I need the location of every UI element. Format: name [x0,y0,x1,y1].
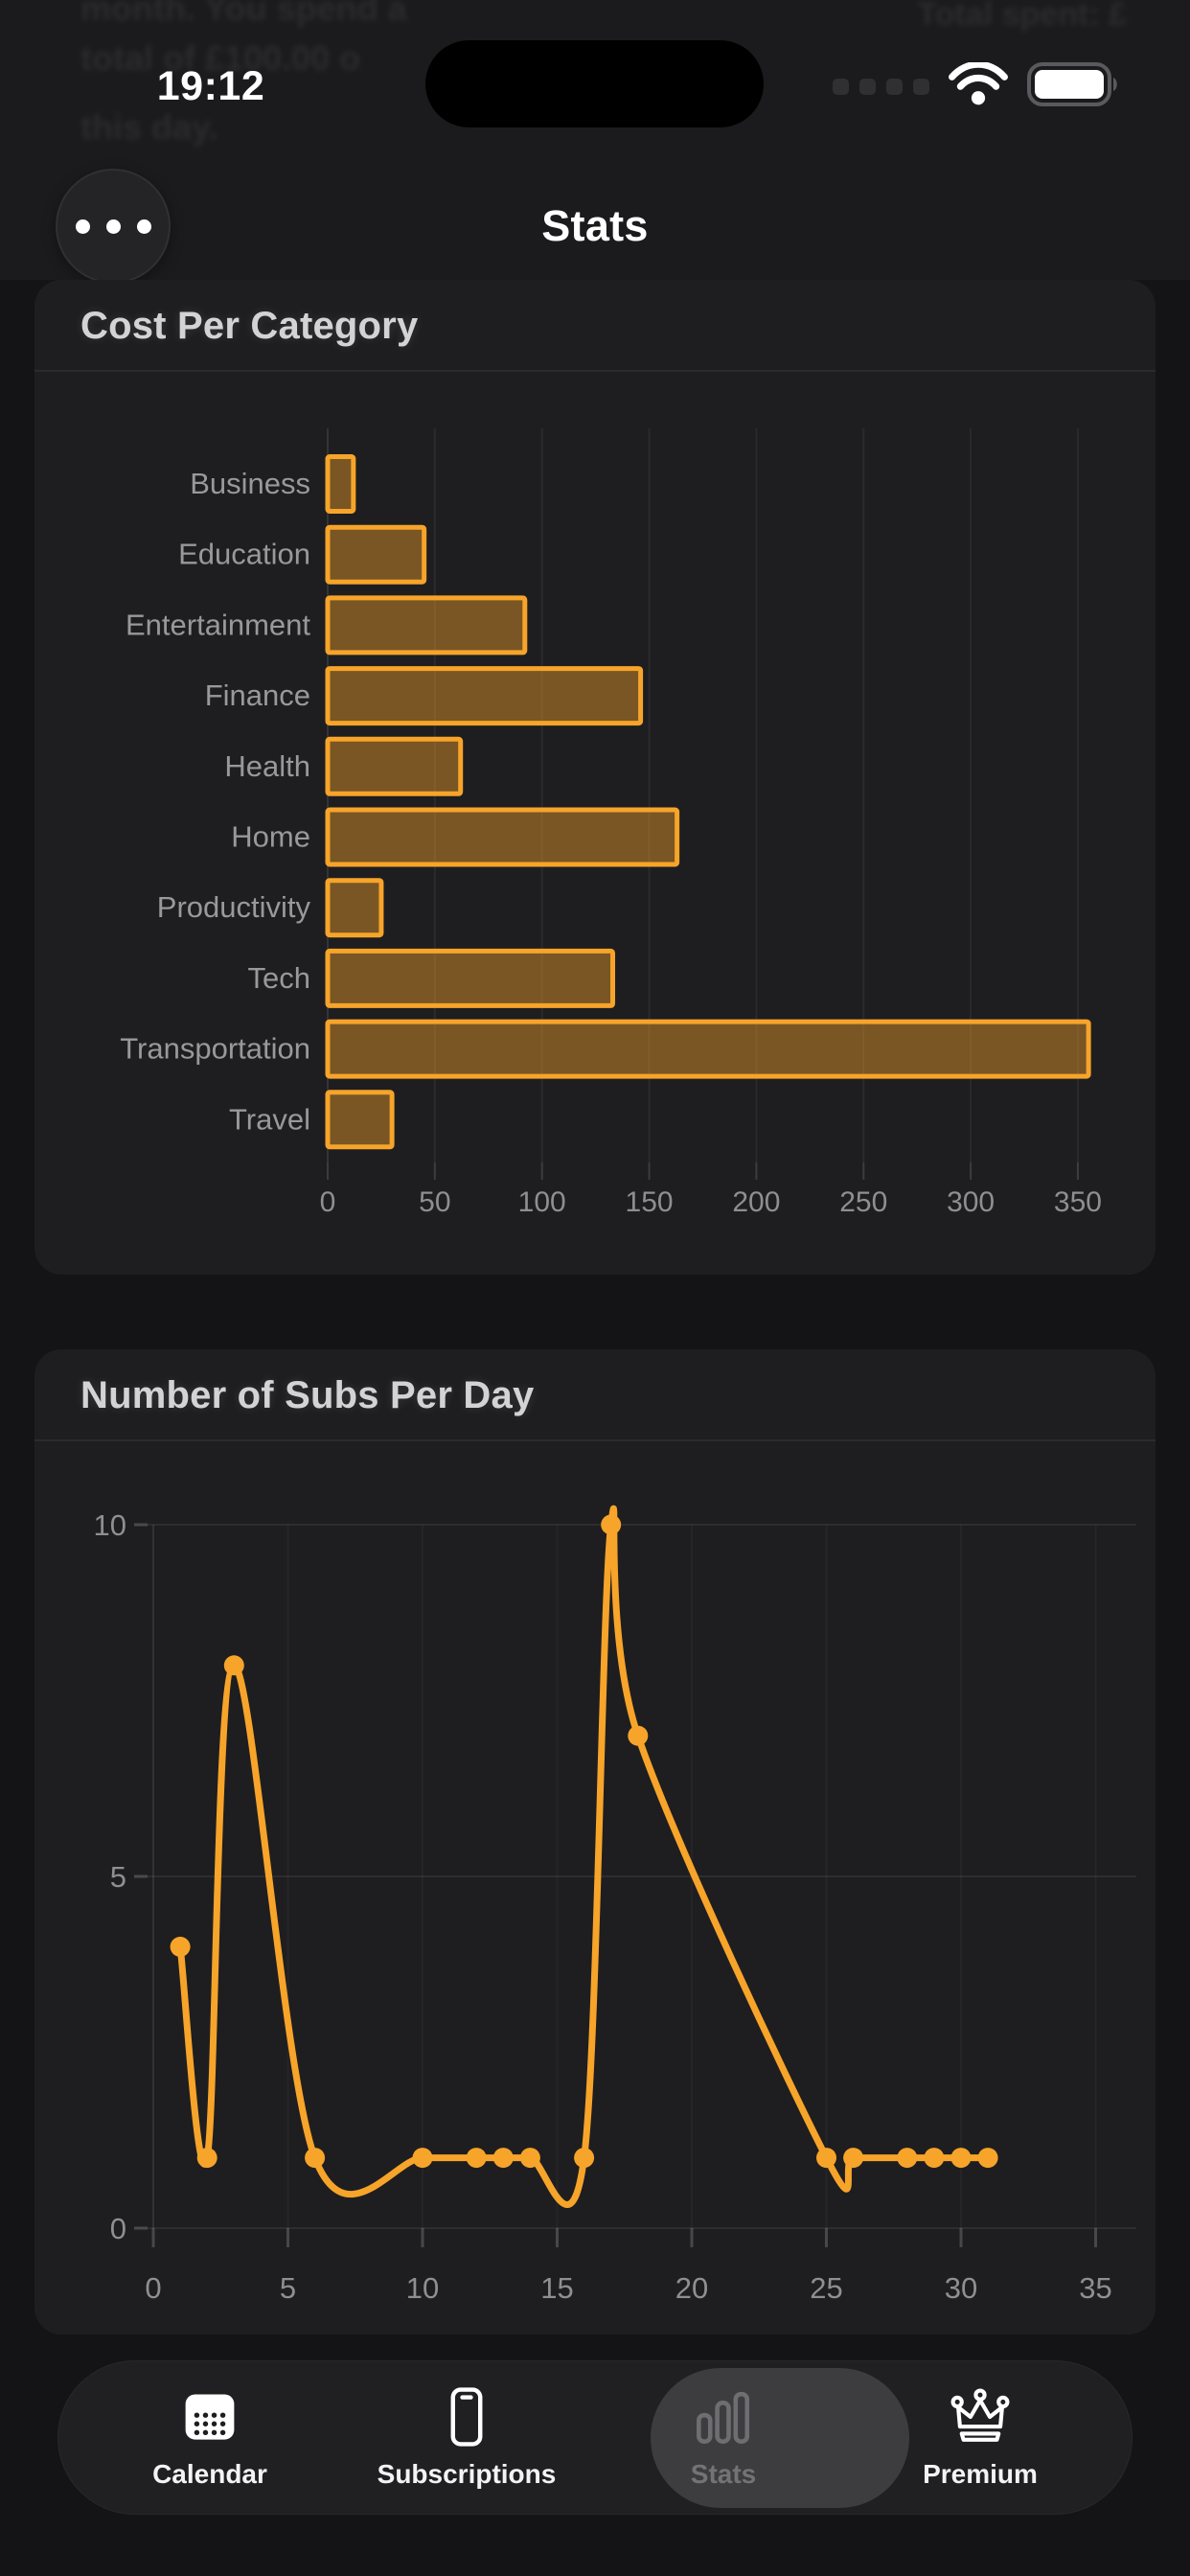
tab-subscriptions[interactable]: Subscriptions [338,2361,595,2514]
svg-text:25: 25 [810,2271,842,2305]
bar-chart-icon [692,2386,755,2448]
data-point [924,2148,945,2169]
bar-home [325,807,680,867]
svg-text:Travel: Travel [229,1102,310,1136]
crown-icon [949,2386,1012,2448]
card-title-subs-per-day: Number of Subs Per Day [80,1374,535,1416]
svg-text:Finance: Finance [205,678,310,712]
svg-text:300: 300 [947,1186,995,1218]
svg-text:Business: Business [190,467,310,500]
svg-text:0: 0 [145,2271,161,2305]
bar-tech [325,948,616,1008]
background-text-line3: this day. [80,107,218,147]
tab-bar: Calendar Subscriptions Stats Premium [57,2360,1133,2515]
bar-entertainment [325,595,528,656]
tab-label: Stats [690,2458,757,2489]
svg-text:100: 100 [518,1186,566,1218]
svg-text:Education: Education [178,538,310,571]
data-point [519,2148,540,2169]
dynamic-island [425,40,764,127]
data-point [466,2148,487,2169]
svg-text:5: 5 [280,2271,296,2305]
bar-business [325,454,356,514]
svg-text:35: 35 [1079,2271,1111,2305]
svg-text:Tech: Tech [248,961,310,995]
svg-text:20: 20 [675,2271,708,2305]
cost-per-category-bar-chart: 0 50 100 150 200 250 300 350 Business Education En… [120,428,1102,1218]
data-point [601,1514,622,1535]
calendar-icon [182,2386,238,2448]
svg-text:Home: Home [231,820,310,854]
bar-travel [325,1090,395,1150]
data-point [950,2148,972,2169]
data-point [977,2148,998,2169]
subs-per-day-card: Number of Subs Per Day 0 5 10 15 20 25 30 35 0 5 1… [34,1349,1156,2334]
svg-text:50: 50 [419,1186,450,1218]
background-text-line2: total of £100.00 o [80,38,361,78]
bar-finance [325,666,644,726]
cost-per-category-card: Cost Per Category 0 50 100 150 200 250 300 350 B… [34,280,1156,1275]
svg-text:Entertainment: Entertainment [126,608,310,641]
svg-text:Productivity: Productivity [157,890,311,924]
ellipsis-icon [75,218,151,234]
data-point [628,1725,649,1746]
tab-stats[interactable]: Stats [595,2361,852,2514]
data-point [170,1936,191,1957]
svg-text:350: 350 [1054,1186,1102,1218]
status-time: 19:12 [156,63,265,109]
phone-icon [446,2386,488,2448]
wifi-icon [949,60,1008,111]
bar-transportation [325,1019,1091,1079]
svg-text:250: 250 [839,1186,887,1218]
bar-health [325,736,464,796]
tab-label: Calendar [152,2458,267,2489]
subs-per-day-line-chart: 0 5 10 15 20 25 30 35 0 5 10 [94,1505,1136,2305]
tab-label: Premium [923,2458,1038,2489]
page-title: Stats [541,201,649,250]
data-point [223,1655,244,1676]
card-title-cost-per-category: Cost Per Category [80,305,419,347]
svg-text:10: 10 [94,1508,126,1542]
svg-text:200: 200 [732,1186,780,1218]
data-point [843,2148,864,2169]
tab-premium[interactable]: Premium [852,2361,1109,2514]
card-divider [34,370,1156,372]
svg-text:10: 10 [406,2271,439,2305]
battery-icon [1027,61,1123,112]
background-text-line1: month. You spend a [80,0,407,28]
menu-button[interactable] [56,169,171,284]
data-point [492,2148,514,2169]
data-point [574,2148,595,2169]
svg-text:Transportation: Transportation [120,1032,310,1066]
svg-text:30: 30 [945,2271,977,2305]
svg-text:0: 0 [320,1186,336,1218]
bar-education [325,524,427,585]
data-point [816,2148,836,2169]
svg-text:150: 150 [626,1186,674,1218]
svg-text:5: 5 [110,1860,126,1894]
cellular-signal-icon [833,78,929,95]
background-text-total-spent: Total spent: £ [917,0,1128,33]
card-divider [34,1439,1156,1441]
svg-text:0: 0 [110,2212,126,2245]
data-point [897,2148,918,2169]
data-point [305,2148,326,2169]
svg-text:Health: Health [224,749,310,783]
tab-label: Subscriptions [377,2458,557,2489]
data-point [196,2148,217,2169]
tab-calendar[interactable]: Calendar [81,2361,338,2514]
data-point [412,2148,433,2169]
active-tab-pill [651,2368,909,2508]
bar-productivity [325,878,384,938]
svg-text:15: 15 [540,2271,573,2305]
